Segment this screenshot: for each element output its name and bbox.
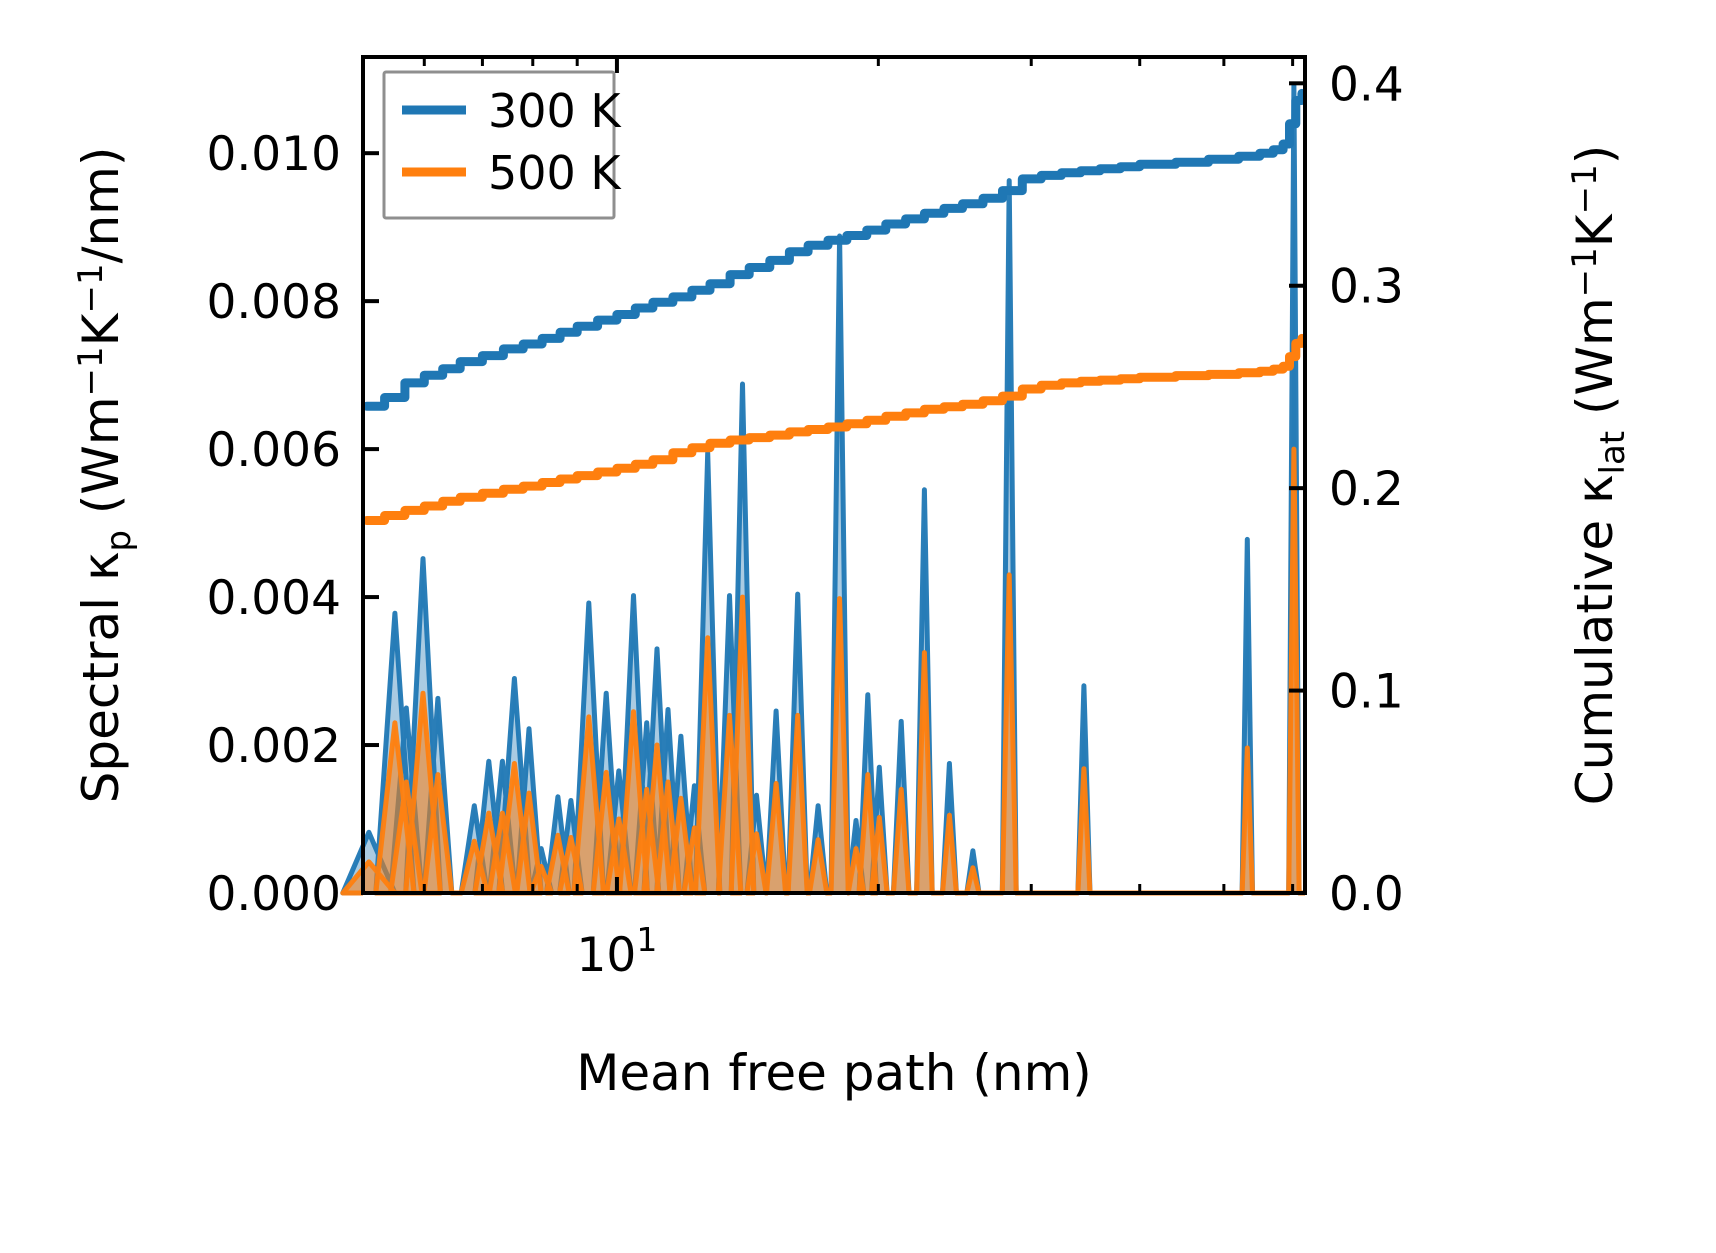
right-ticklabel-0: 0.0 bbox=[1329, 867, 1404, 922]
plot-frame bbox=[361, 55, 1307, 895]
axis-ticks-layer bbox=[363, 57, 1305, 895]
legend-label-0: 300 K bbox=[488, 84, 622, 138]
left-ticklabel-5: 0.010 bbox=[206, 127, 341, 182]
spectral-line-500-k-spectral bbox=[340, 446, 1305, 896]
legend[interactable]: 300 K 500 K bbox=[382, 70, 622, 220]
cumulative-line-300-k-cumulative bbox=[362, 88, 1307, 411]
left-ticklabel-0: 0.000 bbox=[206, 867, 341, 922]
right-ticklabel-1: 0.1 bbox=[1329, 665, 1404, 720]
left-ticklabel-3: 0.006 bbox=[206, 423, 341, 478]
left-axis-title: Spectral κp (Wm−1K−1/nm) bbox=[71, 147, 139, 804]
right-ticklabel-2: 0.2 bbox=[1329, 462, 1404, 517]
right-ticklabel-3: 0.3 bbox=[1329, 260, 1404, 315]
spectral-curves-layer bbox=[340, 82, 1305, 896]
right-axis-title: Cumulative κlat (Wm−1K−1) bbox=[1565, 145, 1633, 805]
axis-tick-labels-layer: 0.000 0.002 0.004 0.006 0.008 0.010 0.0 0.1 0.2 0… bbox=[206, 57, 1403, 983]
left-ticklabel-4: 0.008 bbox=[206, 275, 341, 330]
left-ticklabel-1: 0.002 bbox=[206, 719, 341, 774]
x-axis-title: Mean free path (nm) bbox=[576, 1044, 1092, 1102]
left-ticklabel-2: 0.004 bbox=[206, 571, 341, 626]
legend-label-1: 500 K bbox=[488, 146, 622, 200]
axis-titles-layer: Spectral κp (Wm−1K−1/nm) Cumulative κlat … bbox=[71, 145, 1633, 1102]
x-ticklabel-0: 101 bbox=[577, 920, 658, 983]
axes-frame-layer bbox=[361, 55, 1307, 895]
cumulative-line-500-k-cumulative bbox=[362, 333, 1307, 525]
cumulative-curves-layer bbox=[362, 88, 1307, 525]
right-ticklabel-4: 0.4 bbox=[1329, 57, 1404, 112]
